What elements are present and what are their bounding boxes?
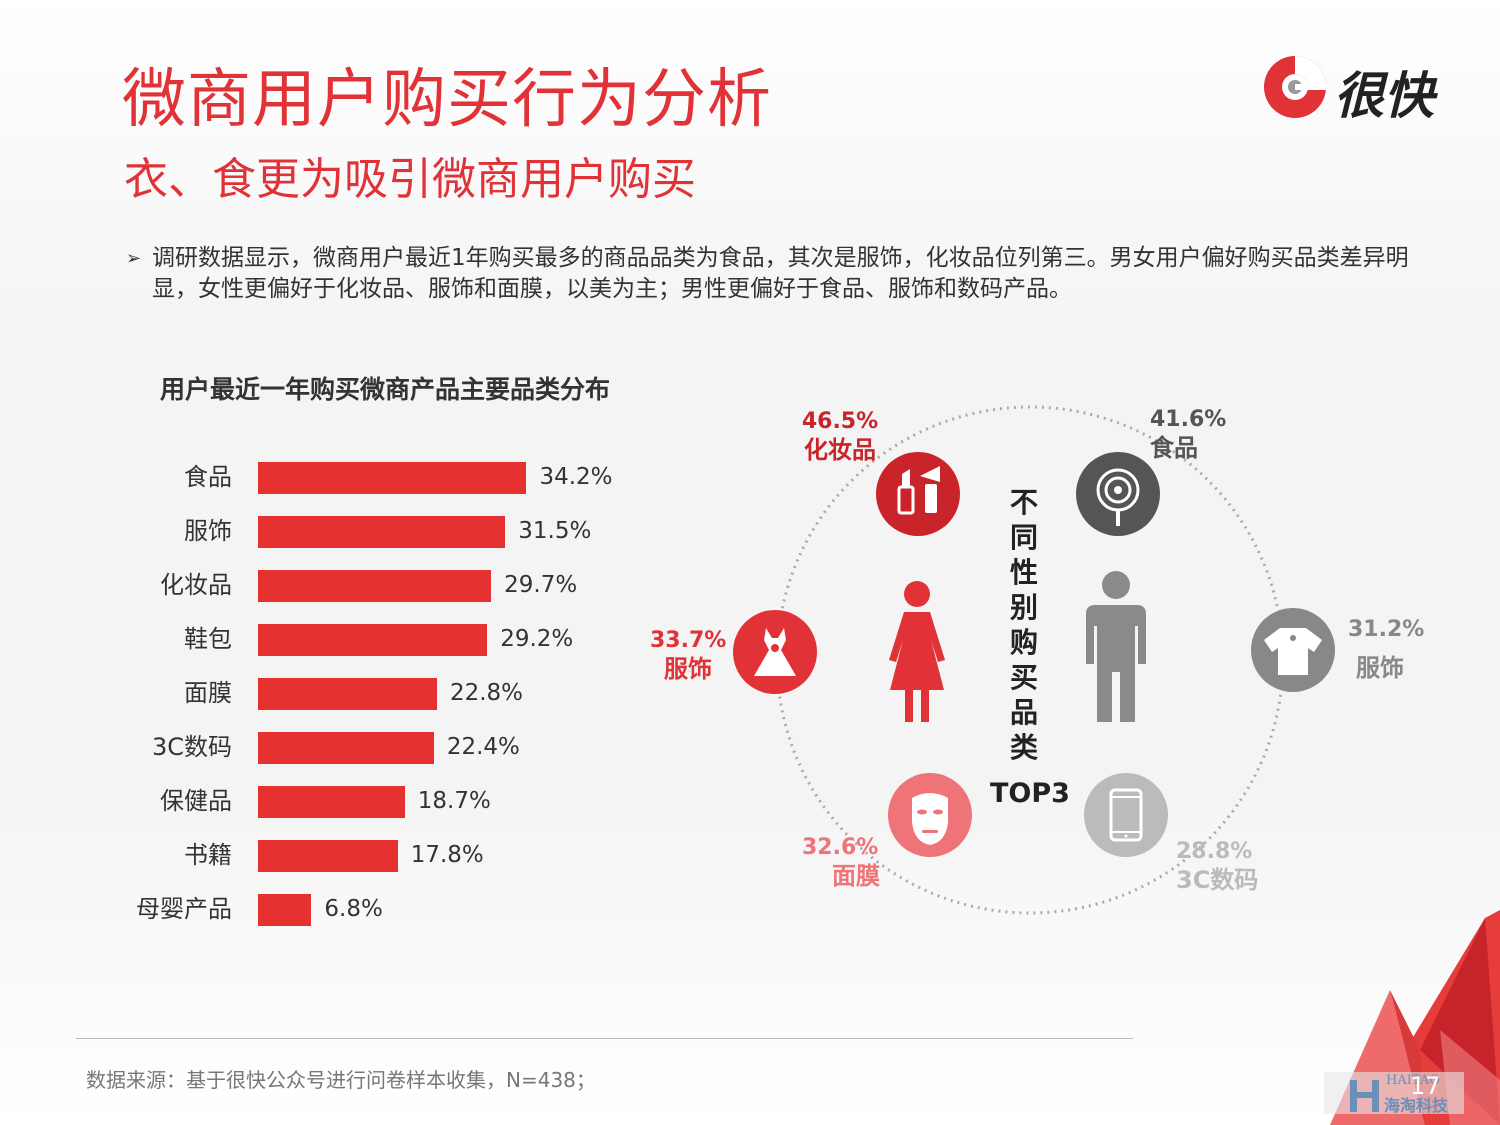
bar-category-label: 面膜 <box>184 679 232 707</box>
bar <box>258 678 437 710</box>
logo-text: 很快 <box>1334 67 1434 125</box>
face-mask-icon <box>888 773 972 857</box>
bar <box>258 462 527 494</box>
bar-value-label: 34.2% <box>539 464 613 490</box>
bar-row: 书籍 17.8% <box>0 838 1500 872</box>
shirt-icon <box>1251 608 1335 692</box>
footer-divider <box>76 1038 1133 1039</box>
male-phone-pct: 28.8% <box>1176 839 1253 864</box>
bar-row: 服饰 31.5% <box>0 514 1500 548</box>
bar <box>258 624 488 656</box>
watermark-h-icon <box>1350 1080 1379 1112</box>
female-cosmetics-name: 化妆品 <box>804 436 876 464</box>
bar-category-label: 食品 <box>184 463 232 491</box>
bar <box>258 516 506 548</box>
bar-value-label: 22.8% <box>449 680 524 706</box>
female-mask-label: 32.6% 面膜 <box>802 833 880 891</box>
bar-category-label: 3C数码 <box>151 733 232 761</box>
male-phone-name: 3C数码 <box>1176 866 1259 894</box>
male-food-pct: 41.6% <box>1150 407 1227 432</box>
bar-value-label: 22.4% <box>446 734 520 760</box>
bar-row: 3C数码 22.4% <box>0 730 1500 764</box>
bar <box>258 570 492 602</box>
page-number: 17 <box>1410 1072 1441 1100</box>
male-figure-icon <box>1086 571 1146 722</box>
bar-category-label: 鞋包 <box>184 625 232 653</box>
chart-title: 用户最近一年购买微商产品主要品类分布 <box>160 375 611 404</box>
bar-value-label: 17.8% <box>410 842 484 868</box>
top3-label: TOP3 <box>990 778 1070 809</box>
female-cosmetics-label: 46.5% 化妆品 <box>800 407 880 465</box>
female-cosmetics-pct: 46.5% <box>801 409 879 434</box>
brand-logo: 很快 <box>1262 52 1452 125</box>
bar <box>258 732 434 764</box>
bar <box>258 786 405 818</box>
bar-value-label: 29.7% <box>504 572 578 598</box>
bar-row: 母婴产品 6.8% <box>0 892 1500 926</box>
female-dress-name: 服饰 <box>664 655 712 683</box>
phone-icon <box>1084 773 1168 857</box>
male-shirt-pct: 31.2% <box>1348 617 1425 642</box>
gender-vertical-title: 不同性别购买品类 <box>1009 486 1038 764</box>
bar-row: 鞋包 29.2% <box>0 622 1500 656</box>
female-figure-icon <box>889 581 945 722</box>
bar <box>258 894 312 926</box>
female-mask-name: 面膜 <box>832 862 880 890</box>
watermark-top-text: HAITAO <box>1386 1073 1440 1088</box>
watermark-text: 海淘科技 <box>1384 1096 1449 1115</box>
bar-row: 化妆品 29.7% <box>0 568 1500 602</box>
logo-mark-icon <box>1264 56 1327 118</box>
bullet-arrow-icon: ➢ <box>126 248 142 269</box>
lollipop-icon <box>1076 452 1160 536</box>
bar-row: 面膜 22.8% <box>0 676 1500 710</box>
bar-category-label: 母婴产品 <box>136 895 232 923</box>
bar-row: 保健品 18.7% <box>0 784 1500 818</box>
bar-value-label: 6.8% <box>324 896 383 922</box>
male-phone-label: 28.8% 3C数码 <box>1176 837 1258 895</box>
page-title: 微商用户购买行为分析 <box>122 63 772 137</box>
watermark: HAITAO 海淘科技 <box>1324 1072 1464 1115</box>
female-dress-label: 33.7% 服饰 <box>650 626 726 684</box>
bar-value-label: 29.2% <box>500 626 574 652</box>
bar-category-label: 化妆品 <box>160 571 232 599</box>
data-source-note: 数据来源：基于很快公众号进行问卷样本收集，N=438； <box>86 1068 596 1092</box>
page-subtitle: 衣、食更为吸引微商用户购买 <box>124 154 696 205</box>
dress-icon <box>733 610 817 694</box>
summary-bullet: ➢ 调研数据显示，微商用户最近1年购买最多的商品品类为食品，其次是服饰，化妆品位… <box>126 243 1416 305</box>
male-shirt-name: 服饰 <box>1356 654 1404 682</box>
bar-row: 食品 34.2% <box>0 460 1500 494</box>
female-dress-pct: 33.7% <box>650 628 727 653</box>
male-food-label: 41.6% 食品 <box>1150 405 1226 463</box>
bar <box>258 840 398 872</box>
male-food-name: 食品 <box>1150 434 1198 462</box>
bar-value-label: 31.5% <box>518 518 592 544</box>
gender-graphic <box>733 405 1335 915</box>
female-mask-pct: 32.6% <box>802 835 879 860</box>
bar-category-label: 书籍 <box>184 841 232 869</box>
male-shirt-label: 31.2% 服饰 <box>1348 615 1424 683</box>
cosmetics-icon <box>876 452 960 536</box>
bar-category-label: 保健品 <box>160 787 232 815</box>
bar-category-label: 服饰 <box>184 517 232 545</box>
summary-text: 调研数据显示，微商用户最近1年购买最多的商品品类为食品，其次是服饰，化妆品位列第… <box>152 245 1409 302</box>
bar-value-label: 18.7% <box>417 788 491 814</box>
